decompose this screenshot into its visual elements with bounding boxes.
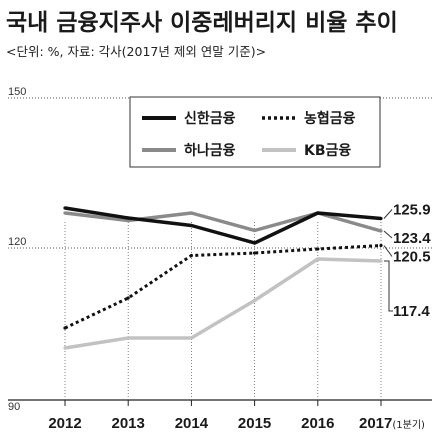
legend-box <box>129 96 381 168</box>
series-line-1 <box>64 211 382 233</box>
data-point <box>316 257 320 261</box>
data-point <box>379 229 383 233</box>
x-tick-label: 2014 <box>175 415 209 432</box>
leader-line <box>383 209 393 219</box>
legend-label: 농협금융 <box>304 111 356 127</box>
legend-label: 신한금융 <box>184 111 236 127</box>
data-point <box>63 326 67 330</box>
chart-subtitle: <단위: %, 자료: 각사(2017년 제외 연말 기준)> <box>6 44 266 59</box>
leader-line <box>383 245 393 257</box>
end-labels: 125.9 123.4 120.5 117.4 <box>383 202 431 320</box>
y-tick-label: 120 <box>8 236 26 248</box>
x-axis: 2012 2013 2014 2015 2016 2017(1분기) <box>8 222 432 432</box>
data-point <box>379 243 383 248</box>
legend-label: 하나금융 <box>184 142 236 159</box>
data-point <box>63 346 67 350</box>
x-tick-label: 2016 <box>301 415 334 432</box>
data-point <box>253 228 257 233</box>
x-tick-label: 2013 <box>112 415 145 432</box>
x-tick-label: 2015 <box>238 415 271 432</box>
data-point <box>63 206 67 210</box>
x-tick-label: 2012 <box>48 415 81 432</box>
leader-line <box>384 260 393 312</box>
series-line-0 <box>64 206 382 245</box>
data-point <box>126 296 130 300</box>
data-point <box>63 211 67 215</box>
data-point <box>189 336 193 340</box>
series-group <box>63 206 383 350</box>
data-point <box>379 259 383 263</box>
end-value-label: 125.9 <box>393 202 431 219</box>
data-point <box>253 241 257 245</box>
data-point <box>379 216 383 221</box>
x-tick-suffix: (1분기) <box>392 419 425 431</box>
data-point <box>253 298 257 303</box>
data-point <box>189 211 193 215</box>
data-point <box>126 336 130 340</box>
legend-label: KB금융 <box>304 143 351 159</box>
data-point <box>189 253 193 258</box>
x-tick-label: 2017(1분기) <box>359 415 425 432</box>
y-tick-label: 150 <box>8 86 26 98</box>
leader-line <box>383 230 393 239</box>
series-line-3 <box>64 257 382 350</box>
end-value-label: 123.4 <box>393 230 431 247</box>
chart-title: 국내 금융지주사 이중레버리지 비율 추이 <box>6 10 398 36</box>
y-tick-label: 90 <box>8 401 20 413</box>
y-axis: 150 120 90 <box>8 86 26 413</box>
end-value-label: 120.5 <box>393 249 431 266</box>
data-point <box>189 223 193 228</box>
data-point <box>126 216 130 220</box>
data-point <box>316 247 320 251</box>
series-line-2 <box>64 244 382 330</box>
end-value-label: 117.4 <box>393 303 430 320</box>
data-point <box>253 251 257 255</box>
data-point <box>316 211 320 215</box>
